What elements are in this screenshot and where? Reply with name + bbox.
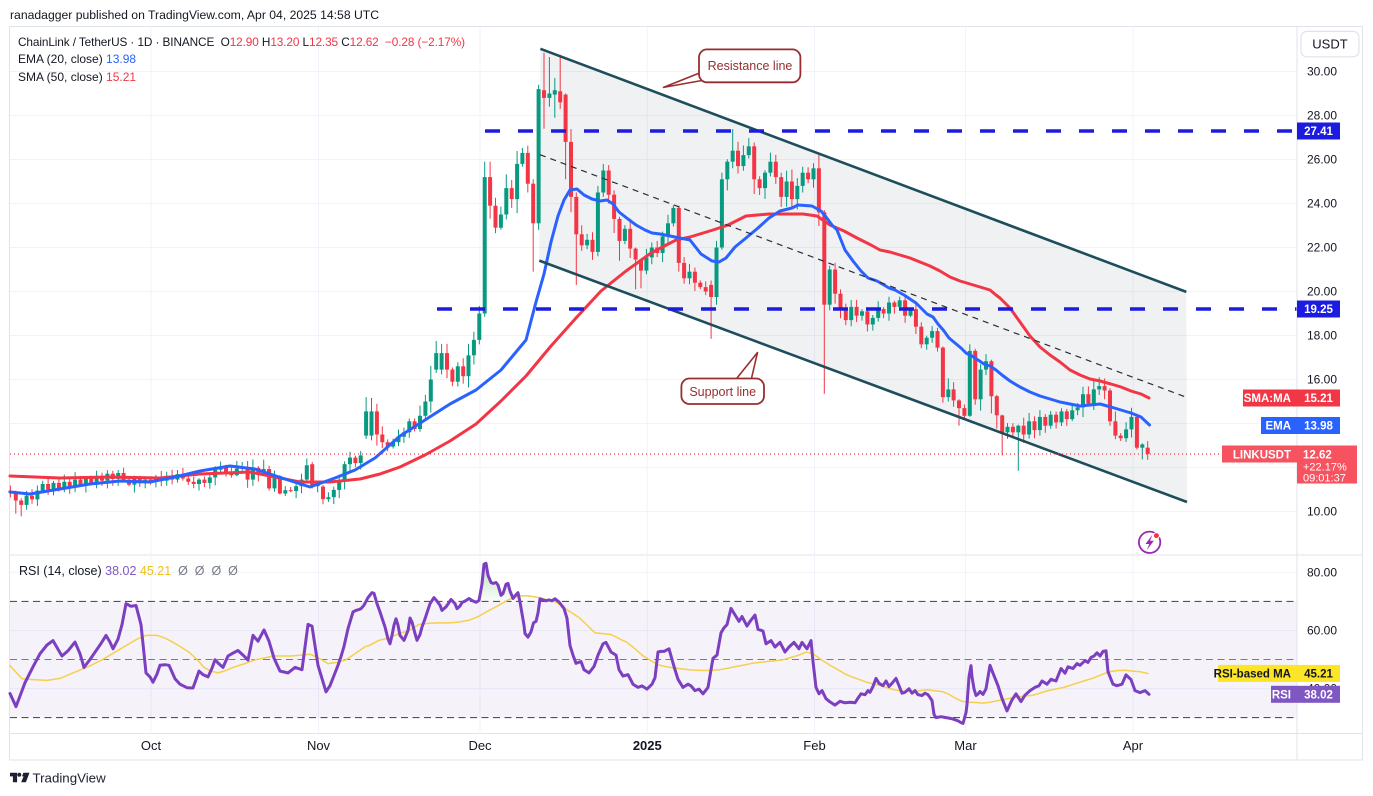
svg-text:13.98: 13.98 [1304, 421, 1333, 433]
svg-text:SMA:MA: SMA:MA [1244, 393, 1291, 405]
svg-text:EMA: EMA [1265, 421, 1291, 433]
svg-text:45.21: 45.21 [1304, 669, 1333, 681]
svg-text:Apr: Apr [1123, 738, 1144, 753]
svg-text:30.00: 30.00 [1307, 65, 1337, 79]
svg-text:ChainLink / TetherUS · 1D · BI: ChainLink / TetherUS · 1D · BINANCE O12.… [18, 35, 465, 49]
svg-text:12.62: 12.62 [1303, 449, 1332, 461]
svg-text:+22.17%: +22.17% [1303, 461, 1347, 473]
svg-text:SMA (50, close) 15.21: SMA (50, close) 15.21 [18, 70, 136, 84]
svg-text:Resistance line: Resistance line [708, 59, 793, 73]
svg-text:10.00: 10.00 [1307, 505, 1337, 519]
svg-text:15.21: 15.21 [1304, 393, 1333, 405]
svg-text:LINKUSDT: LINKUSDT [1233, 449, 1291, 461]
svg-text:RSI-based MA: RSI-based MA [1214, 669, 1291, 681]
svg-text:USDT: USDT [1312, 37, 1347, 52]
svg-text:38.02: 38.02 [1304, 690, 1333, 702]
svg-text:2025: 2025 [633, 738, 662, 753]
svg-text:18.00: 18.00 [1307, 329, 1337, 343]
svg-text:20.00: 20.00 [1307, 285, 1337, 299]
svg-text:RSI: RSI [1272, 690, 1291, 702]
svg-text:80.00: 80.00 [1307, 565, 1337, 579]
svg-text:Support line: Support line [689, 385, 756, 399]
svg-text:Feb: Feb [803, 738, 825, 753]
svg-text:09:01:37: 09:01:37 [1303, 472, 1346, 484]
svg-text:22.00: 22.00 [1307, 241, 1337, 255]
svg-text:27.41: 27.41 [1304, 126, 1333, 138]
svg-text:16.00: 16.00 [1307, 373, 1337, 387]
svg-text:60.00: 60.00 [1307, 624, 1337, 638]
svg-text:ranadagger published on Tradin: ranadagger published on TradingView.com,… [10, 8, 379, 22]
svg-text:EMA (20, close) 13.98: EMA (20, close) 13.98 [18, 52, 136, 66]
svg-text:Oct: Oct [141, 738, 162, 753]
svg-text:26.00: 26.00 [1307, 153, 1337, 167]
svg-text:Dec: Dec [468, 738, 492, 753]
svg-text:Mar: Mar [954, 738, 977, 753]
svg-text:TradingView: TradingView [33, 770, 107, 785]
svg-text:Nov: Nov [307, 738, 331, 753]
svg-text:28.00: 28.00 [1307, 109, 1337, 123]
svg-text:RSI (14, close) 38.02 45.21 Ø: RSI (14, close) 38.02 45.21 Ø Ø Ø Ø [19, 564, 238, 578]
svg-text:19.25: 19.25 [1304, 304, 1333, 316]
svg-text:24.00: 24.00 [1307, 197, 1337, 211]
